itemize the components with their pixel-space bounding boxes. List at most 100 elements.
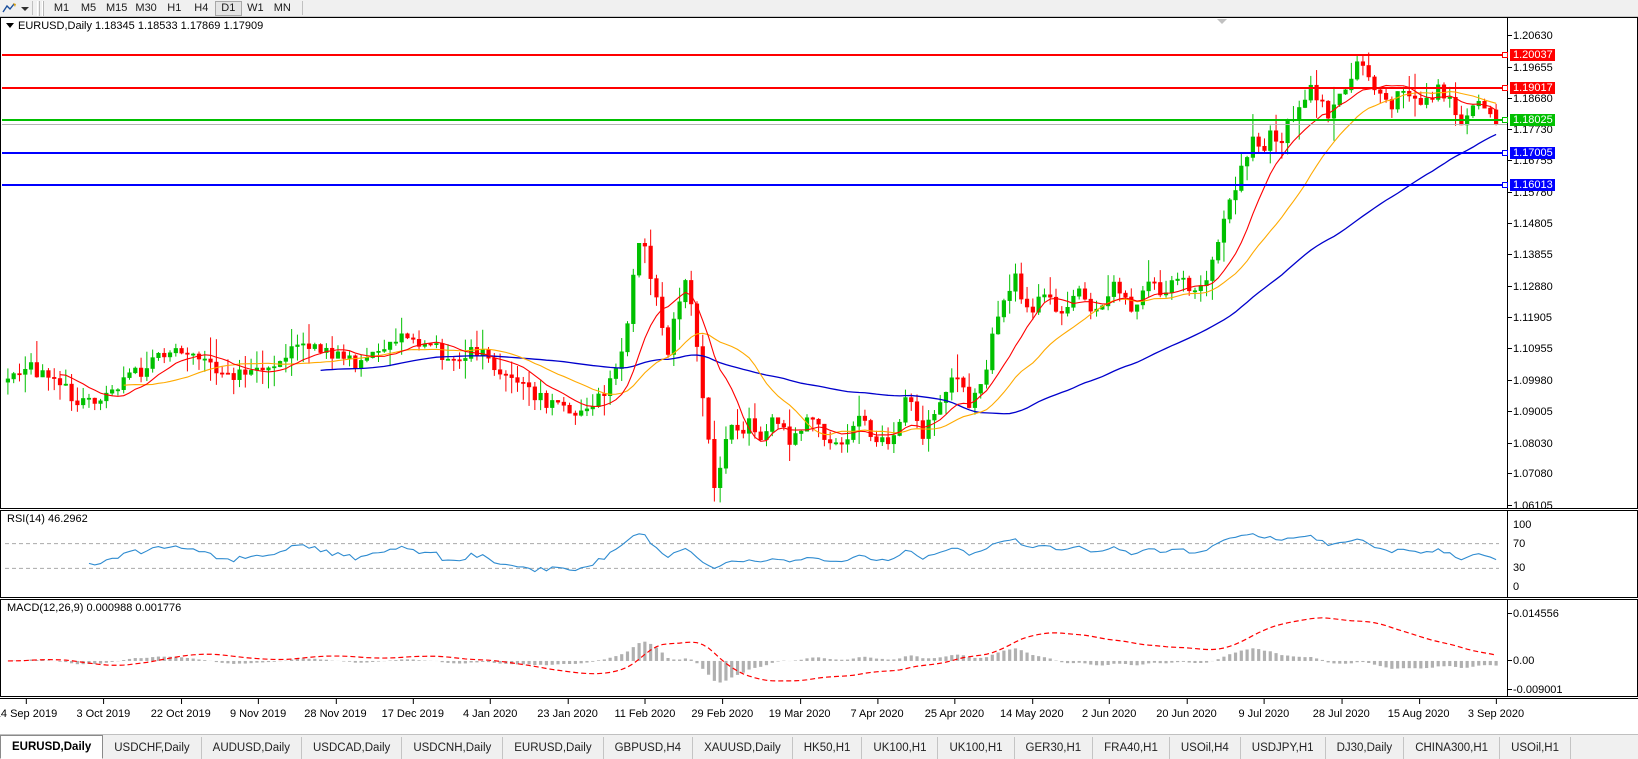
timeframe-m1[interactable]: M1 [53, 2, 70, 14]
level-tag-1.18025[interactable]: 1.18025 [1510, 114, 1555, 127]
chart-tab-12[interactable]: FRA40,H1 [1093, 737, 1170, 759]
price-tick-1.10955: 1.10955 [1508, 343, 1553, 356]
chart-tab-8[interactable]: HK50,H1 [793, 737, 863, 759]
chart-tab-17[interactable]: USOil,H1 [1500, 737, 1571, 759]
chart-tab-1[interactable]: USDCHF,Daily [103, 737, 202, 759]
timeframe-h1[interactable]: H1 [167, 2, 182, 14]
level-handle[interactable] [1502, 182, 1508, 189]
rsi-pane-label: RSI(14) 46.2962 [7, 513, 88, 525]
chart-scroll-marker[interactable] [1217, 19, 1227, 24]
chart-tab-9[interactable]: UK100,H1 [862, 737, 939, 759]
chart-tab-7[interactable]: XAUUSD,Daily [693, 737, 793, 759]
date-tick-3: 9 Nov 2019 [229, 699, 287, 720]
price-tick-1.09980: 1.09980 [1508, 374, 1553, 387]
rsi-tick-0: 0 [1513, 581, 1520, 593]
date-tick-12: 25 Apr 2020 [924, 699, 985, 720]
level-tag-1.19017[interactable]: 1.19017 [1510, 82, 1555, 95]
chart-tab-2[interactable]: AUDUSD,Daily [202, 737, 302, 759]
grip-handle-icon[interactable] [37, 0, 44, 16]
price-tick-1.15780: 1.15780 [1508, 186, 1553, 199]
price-tick-1.19655: 1.19655 [1508, 61, 1553, 74]
date-tick-19: 3 Sep 2020 [1467, 699, 1525, 720]
rsi-tick-30: 30 [1513, 562, 1526, 575]
chart-tab-bar[interactable]: EURUSD,Daily USDCHF,Daily AUDUSD,Daily USDC… [0, 734, 1638, 759]
price-tick-1.18680: 1.18680 [1508, 93, 1553, 106]
date-tick-4: 28 Nov 2019 [304, 699, 367, 720]
price-pane-label: EURUSD,Daily 1.18345 1.18533 1.17869 1.1… [18, 20, 264, 32]
time-axis[interactable]: 14 Sep 2019 3 Oct 2019 22 Oct 2019 9 Nov 20… [0, 698, 1638, 734]
macd-tick-0.00: 0.00 [1507, 654, 1535, 667]
timeframe-m5[interactable]: M5 [80, 2, 97, 14]
price-tick-1.06105: 1.06105 [1508, 500, 1553, 512]
date-tick-15: 20 Jun 2020 [1156, 699, 1217, 720]
chart-tab-14[interactable]: USDJPY,H1 [1241, 737, 1326, 759]
rsi-pane[interactable]: RSI(14) 46.2962 100 70 30 0 [0, 510, 1638, 598]
rsi-axis-divider [1507, 511, 1508, 597]
date-tick-17: 28 Jul 2020 [1312, 699, 1370, 720]
chart-tab-6[interactable]: GBPUSD,H4 [604, 737, 694, 759]
date-tick-13: 14 May 2020 [999, 699, 1064, 720]
date-tick-5: 17 Dec 2019 [381, 699, 445, 720]
price-tick-1.16755: 1.16755 [1508, 155, 1553, 168]
date-tick-10: 19 Mar 2020 [768, 699, 831, 720]
rsi-tick-100: 100 [1513, 519, 1532, 531]
level-handle[interactable] [1502, 52, 1508, 59]
level-line-support-1.16013[interactable] [2, 182, 1508, 189]
timeframe-m30[interactable]: M30 [135, 2, 157, 14]
price-tick-1.11905: 1.11905 [1508, 312, 1552, 325]
chart-tab-10[interactable]: UK100,H1 [938, 737, 1015, 759]
level-line-current-1.18025[interactable] [2, 117, 1508, 124]
price-tick-1.17730: 1.17730 [1508, 123, 1553, 136]
date-tick-7: 23 Jan 2020 [537, 699, 598, 720]
level-tag-1.20037[interactable]: 1.20037 [1510, 49, 1555, 62]
current-price-line [2, 124, 1507, 126]
level-handle[interactable] [1502, 85, 1508, 92]
chart-tab-15[interactable]: DJ30,Daily [1326, 737, 1405, 759]
main-toolbar: M1 M5 M15 M30 H1 H4 D1 W1 MN [0, 0, 1638, 17]
price-tick-1.09005: 1.09005 [1508, 406, 1553, 419]
timeframe-d1[interactable]: D1 [214, 0, 242, 16]
price-tick-1.07080: 1.07080 [1508, 468, 1553, 481]
level-line-resistance-1.20037[interactable] [2, 52, 1508, 59]
rsi-tick-70: 70 [1513, 537, 1526, 550]
date-tick-16: 9 Jul 2020 [1238, 699, 1290, 720]
chart-tab-11[interactable]: GER30,H1 [1015, 737, 1094, 759]
level-line-support-1.17005[interactable] [2, 150, 1508, 157]
date-tick-18: 15 Aug 2020 [1387, 699, 1450, 720]
date-tick-2: 22 Oct 2019 [150, 699, 211, 720]
price-pane[interactable]: EURUSD,Daily 1.18345 1.18533 1.17869 1.1… [0, 17, 1638, 512]
macd-pane-label: MACD(12,26,9) 0.000988 0.001776 [7, 602, 182, 614]
toolbar-separator-2 [301, 1, 303, 15]
chart-tab-16[interactable]: CHINA300,H1 [1404, 737, 1501, 759]
indicators-icon[interactable] [0, 1, 20, 16]
price-tick-1.08030: 1.08030 [1508, 437, 1553, 450]
price-chart-canvas [5, 52, 1499, 503]
level-handle[interactable] [1502, 117, 1508, 124]
pane-collapse-icon[interactable] [6, 23, 14, 28]
macd-axis-divider [1507, 600, 1508, 696]
macd-chart-canvas [7, 617, 1498, 683]
date-tick-0: 14 Sep 2019 [0, 699, 57, 720]
chart-tab-4[interactable]: USDCNH,Daily [402, 737, 504, 759]
dropdown-arrow-icon[interactable] [20, 1, 29, 16]
level-line-resistance-1.19017[interactable] [2, 85, 1508, 92]
timeframe-w1[interactable]: W1 [247, 2, 264, 14]
timeframe-h4[interactable]: H4 [194, 2, 209, 14]
date-tick-1: 3 Oct 2019 [76, 699, 131, 720]
toolbar-separator [32, 1, 33, 15]
date-tick-9: 29 Feb 2020 [691, 699, 754, 720]
date-tick-8: 11 Feb 2020 [614, 699, 676, 720]
price-tick-1.13855: 1.13855 [1508, 249, 1553, 262]
chart-tab-13[interactable]: USOil,H4 [1170, 737, 1241, 759]
macd-pane[interactable]: MACD(12,26,9) 0.000988 0.001776 0.014556… [0, 599, 1638, 697]
level-tag-1.16013[interactable]: 1.16013 [1510, 179, 1555, 192]
timeframe-mn[interactable]: MN [273, 2, 291, 14]
chart-tab-0[interactable]: EURUSD,Daily [0, 735, 104, 759]
level-tag-1.17005[interactable]: 1.17005 [1510, 147, 1555, 160]
level-handle[interactable] [1502, 150, 1508, 157]
chart-tab-5[interactable]: EURUSD,Daily [503, 737, 604, 759]
chart-tab-3[interactable]: USDCAD,Daily [302, 737, 403, 759]
date-tick-14: 2 Jun 2020 [1081, 699, 1137, 720]
timeframe-m15[interactable]: M15 [106, 2, 128, 14]
chart-area[interactable]: EURUSD,Daily 1.18345 1.18533 1.17869 1.1… [0, 17, 1638, 734]
